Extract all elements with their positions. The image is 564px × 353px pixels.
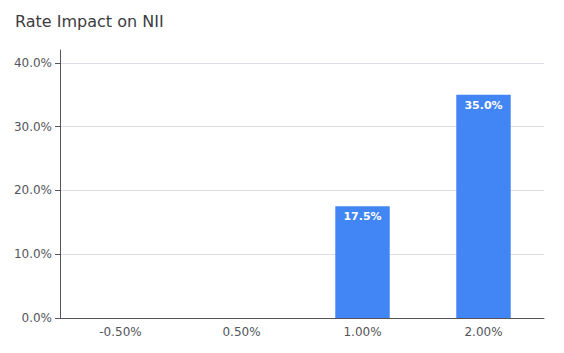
svg-text:40.0%: 40.0% — [14, 56, 52, 70]
svg-text:10.0%: 10.0% — [14, 247, 52, 261]
svg-text:0.0%: 0.0% — [22, 311, 53, 325]
svg-text:0.50%: 0.50% — [222, 325, 260, 339]
svg-text:30.0%: 30.0% — [14, 120, 52, 134]
svg-text:1.00%: 1.00% — [343, 325, 381, 339]
svg-text:20.0%: 20.0% — [14, 183, 52, 197]
svg-text:2.00%: 2.00% — [464, 325, 502, 339]
svg-text:35.0%: 35.0% — [464, 99, 502, 112]
svg-text:17.5%: 17.5% — [343, 210, 381, 223]
svg-text:Rate Impact on NII: Rate Impact on NII — [15, 12, 164, 31]
svg-text:-0.50%: -0.50% — [99, 325, 141, 339]
